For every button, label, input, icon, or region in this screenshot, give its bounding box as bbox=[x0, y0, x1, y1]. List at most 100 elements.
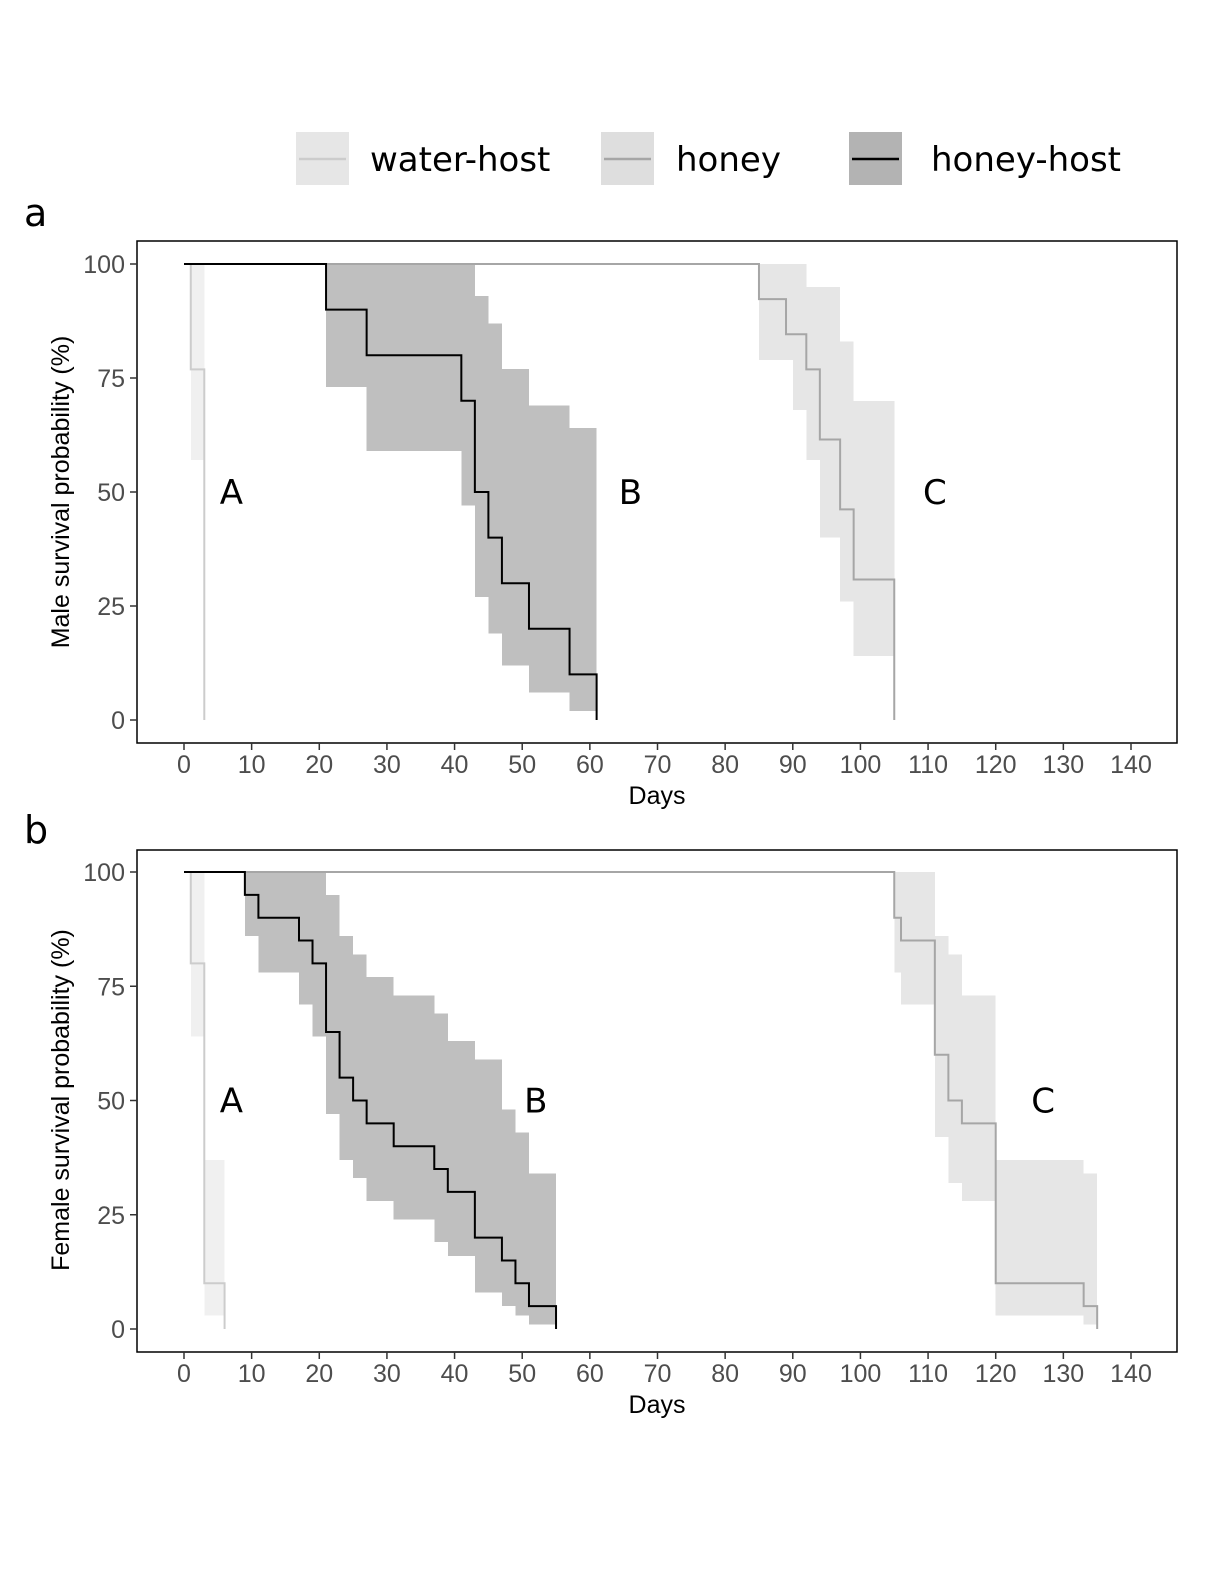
ci-band-honey-host bbox=[353, 954, 367, 1179]
survival-line-honey bbox=[184, 871, 1099, 1329]
ci-band-honey bbox=[819, 286, 841, 538]
panel-b-female-survival: b 0 25 50 75 100 0 10 20 30 40 50 60 70 80 90 100 110 12… bbox=[24, 808, 1178, 1419]
ci-band-honey-host bbox=[434, 1013, 448, 1243]
panel-a-confidence-bands bbox=[190, 264, 895, 711]
ci-band-honey-host bbox=[528, 405, 570, 693]
panel-b-y-axis-title: Female survival probability (%) bbox=[47, 929, 75, 1271]
panel-a-x-axis-title: Days bbox=[629, 782, 686, 810]
ci-band-honey-host bbox=[569, 428, 597, 711]
legend-label-water-host: water-host bbox=[370, 140, 550, 180]
ci-band-honey-host bbox=[515, 1132, 529, 1316]
ci-band-honey bbox=[806, 286, 820, 461]
ci-band-honey bbox=[948, 954, 962, 1183]
ci-band-honey bbox=[1083, 1173, 1098, 1325]
panel-a-group-labels: A B C bbox=[220, 473, 947, 513]
x-tick-label: 60 bbox=[576, 1360, 604, 1388]
panel-b-tag: b bbox=[24, 808, 48, 852]
ci-band-honey-host bbox=[326, 264, 367, 388]
x-tick-label: 120 bbox=[975, 751, 1017, 779]
ci-band-honey bbox=[901, 872, 935, 1005]
x-tick-label: 10 bbox=[238, 751, 266, 779]
panel-b-survival-lines bbox=[184, 871, 1099, 1329]
x-tick-label: 90 bbox=[779, 751, 807, 779]
panel-a-y-ticks: 0 25 50 75 100 bbox=[83, 251, 137, 735]
x-tick-label: 80 bbox=[711, 751, 739, 779]
x-tick-label: 140 bbox=[1110, 751, 1152, 779]
x-tick-label: 130 bbox=[1042, 1360, 1084, 1388]
group-label-b: B bbox=[524, 1082, 547, 1122]
panel-b-group-labels: A B C bbox=[220, 1082, 1055, 1122]
x-tick-label: 130 bbox=[1042, 751, 1084, 779]
ci-band-honey-host bbox=[501, 1109, 516, 1307]
y-tick-label: 50 bbox=[97, 1088, 125, 1116]
x-tick-label: 70 bbox=[644, 1360, 672, 1388]
ci-band-honey-host bbox=[366, 977, 394, 1202]
ci-band-honey-host bbox=[528, 1173, 557, 1325]
x-tick-label: 20 bbox=[305, 1360, 333, 1388]
group-label-a: A bbox=[220, 473, 243, 513]
x-tick-label: 50 bbox=[508, 751, 536, 779]
x-tick-label: 100 bbox=[840, 1360, 882, 1388]
legend-item-honey-host: honey-host bbox=[847, 130, 1121, 187]
panel-a-x-ticks: 0 10 20 30 40 50 60 70 80 90 100 110 120 130 140 bbox=[177, 743, 1152, 779]
ci-band-honey-host bbox=[366, 264, 462, 451]
ci-band-honey-host bbox=[258, 872, 299, 973]
x-tick-label: 40 bbox=[441, 1360, 469, 1388]
ci-band-honey-host bbox=[312, 872, 327, 1037]
x-tick-label: 30 bbox=[373, 751, 401, 779]
panel-b-x-ticks: 0 10 20 30 40 50 60 70 80 90 100 110 120 130 140 bbox=[177, 1352, 1152, 1388]
ci-band-honey-host bbox=[488, 323, 502, 634]
panel-a-y-axis-title: Male survival probability (%) bbox=[47, 336, 75, 649]
ci-band-honey-host bbox=[501, 368, 529, 666]
group-label-a: A bbox=[220, 1082, 243, 1122]
panel-b-y-ticks: 0 25 50 75 100 bbox=[83, 859, 137, 1344]
ci-band-honey bbox=[840, 341, 854, 602]
panel-a-survival-lines bbox=[184, 263, 896, 720]
ci-band-honey-host bbox=[447, 1041, 475, 1256]
legend-label-honey: honey bbox=[676, 140, 781, 180]
y-tick-label: 25 bbox=[97, 1202, 125, 1230]
survival-line-honey-host bbox=[184, 263, 598, 720]
y-tick-label: 75 bbox=[97, 973, 125, 1001]
ci-band-honey-host bbox=[298, 872, 313, 1005]
ci-band-honey-host bbox=[339, 935, 354, 1160]
y-tick-label: 100 bbox=[83, 859, 125, 887]
x-tick-label: 90 bbox=[779, 1360, 807, 1388]
panel-b-x-axis-title: Days bbox=[629, 1391, 686, 1419]
x-tick-label: 30 bbox=[373, 1360, 401, 1388]
ci-band-honey bbox=[995, 1159, 1084, 1316]
x-tick-label: 140 bbox=[1110, 1360, 1152, 1388]
group-label-c: C bbox=[1031, 1082, 1055, 1122]
x-tick-label: 80 bbox=[711, 1360, 739, 1388]
y-tick-label: 25 bbox=[97, 593, 125, 621]
ci-band-honey-host bbox=[461, 264, 475, 506]
legend-item-water-host: water-host bbox=[294, 130, 550, 187]
x-tick-label: 10 bbox=[238, 1360, 266, 1388]
legend-item-honey: honey bbox=[599, 130, 781, 187]
ci-band-water-host bbox=[204, 1159, 225, 1316]
x-tick-label: 60 bbox=[576, 751, 604, 779]
survival-line-honey bbox=[184, 263, 896, 720]
y-tick-label: 50 bbox=[97, 479, 125, 507]
ci-band-water-host bbox=[190, 264, 205, 461]
panel-a-plot-border bbox=[136, 240, 1178, 744]
x-tick-label: 40 bbox=[441, 751, 469, 779]
panel-a-tag: a bbox=[24, 191, 47, 235]
y-tick-label: 0 bbox=[111, 707, 125, 735]
legend: water-host honey honey-host bbox=[294, 130, 1121, 187]
y-tick-label: 100 bbox=[83, 251, 125, 279]
y-tick-label: 75 bbox=[97, 365, 125, 393]
group-label-b: B bbox=[619, 473, 642, 513]
ci-band-water-host bbox=[190, 872, 205, 1037]
ci-band-honey bbox=[961, 995, 996, 1202]
survival-line-honey-host bbox=[184, 871, 558, 1329]
x-tick-label: 110 bbox=[908, 751, 948, 779]
ci-band-honey-host bbox=[326, 894, 340, 1115]
x-tick-label: 0 bbox=[177, 1360, 191, 1388]
ci-band-honey bbox=[894, 872, 902, 973]
panel-b-confidence-bands bbox=[190, 872, 1098, 1325]
ci-band-honey-host bbox=[474, 295, 489, 597]
ci-band-honey bbox=[792, 264, 807, 410]
x-tick-label: 100 bbox=[840, 751, 882, 779]
